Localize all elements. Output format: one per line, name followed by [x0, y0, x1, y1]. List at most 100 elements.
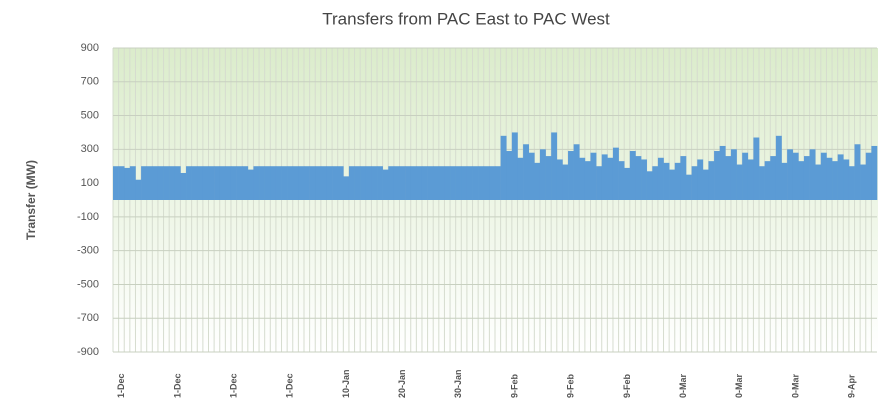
bar — [259, 166, 265, 200]
bar — [264, 166, 271, 200]
bar — [764, 161, 771, 200]
bar — [118, 166, 125, 200]
x-tick-label: 20-Jan — [397, 369, 407, 398]
bar — [843, 159, 850, 200]
x-tick-label: 0-Mar — [678, 373, 688, 398]
x-tick-label: 1-Dec — [172, 373, 182, 398]
bar — [230, 166, 237, 200]
bar — [253, 166, 260, 200]
bar — [377, 166, 383, 200]
bar — [590, 152, 597, 200]
bar — [775, 135, 782, 200]
bar — [421, 166, 428, 200]
bar — [551, 132, 558, 200]
x-tick-label: 9-Apr — [846, 374, 856, 398]
bar — [332, 166, 339, 200]
bar — [517, 157, 524, 200]
bar — [393, 166, 400, 200]
bar — [281, 166, 288, 200]
bar — [579, 157, 586, 200]
bar — [270, 166, 277, 200]
bar — [686, 174, 692, 200]
bar — [343, 176, 350, 200]
bar — [197, 166, 204, 200]
bar — [618, 161, 625, 200]
bar — [219, 166, 226, 200]
bar — [792, 152, 799, 200]
bar — [124, 167, 131, 200]
bar — [523, 144, 530, 200]
bar — [242, 166, 249, 200]
bar — [652, 166, 659, 200]
bar — [169, 166, 176, 200]
bar — [702, 169, 709, 200]
bar — [399, 166, 406, 200]
bar — [438, 166, 445, 200]
bar — [455, 166, 462, 200]
bar — [427, 166, 434, 200]
bar — [433, 166, 440, 200]
bar — [478, 166, 485, 200]
bar — [163, 166, 170, 200]
bar — [528, 152, 535, 200]
bar — [657, 157, 664, 200]
bar — [225, 166, 232, 200]
bar — [742, 152, 749, 200]
x-tick-label: 1-Dec — [229, 373, 239, 398]
bar — [871, 145, 878, 200]
bar — [191, 166, 198, 200]
bar — [511, 132, 518, 200]
bar — [848, 166, 855, 200]
bar — [461, 166, 468, 200]
bar — [832, 161, 838, 200]
bar — [674, 162, 681, 200]
bar — [539, 149, 546, 200]
bar — [410, 166, 417, 200]
bar — [360, 166, 367, 200]
bar — [180, 172, 187, 200]
bar — [157, 166, 164, 200]
bar — [725, 156, 732, 200]
bar — [135, 179, 142, 200]
bar — [607, 157, 614, 200]
bar — [365, 166, 372, 200]
bar — [837, 154, 844, 200]
bar — [753, 137, 760, 200]
bar — [534, 162, 541, 200]
bar — [584, 161, 591, 200]
bar — [854, 144, 861, 200]
x-tick-label: 1-Dec — [285, 373, 295, 398]
bar — [641, 159, 647, 200]
bar — [337, 166, 344, 200]
bar — [663, 162, 670, 200]
bar — [747, 159, 754, 200]
bar — [483, 166, 490, 200]
bar — [506, 151, 513, 200]
bar — [326, 166, 333, 200]
bar — [495, 166, 501, 200]
bar — [562, 164, 569, 200]
y-tick-label: 500 — [81, 109, 99, 121]
bar — [629, 151, 636, 200]
bar — [146, 166, 153, 200]
bar — [371, 166, 378, 200]
bar — [444, 166, 451, 200]
bar — [573, 144, 580, 200]
x-tick-label: 9-Feb — [622, 373, 632, 398]
bar — [320, 166, 327, 200]
x-tick-label: 10-Jan — [341, 369, 351, 398]
bar — [113, 166, 119, 200]
bar — [287, 166, 294, 200]
bar — [450, 166, 456, 200]
x-tick-label: 0-Mar — [790, 373, 800, 398]
bar — [500, 135, 507, 200]
bar — [691, 166, 698, 200]
bar — [405, 166, 412, 200]
bar — [174, 166, 181, 200]
y-tick-label: -100 — [77, 211, 99, 223]
bar — [770, 156, 777, 200]
bar — [826, 157, 833, 200]
bar — [809, 149, 816, 200]
bar — [275, 166, 282, 200]
bar — [697, 159, 704, 200]
